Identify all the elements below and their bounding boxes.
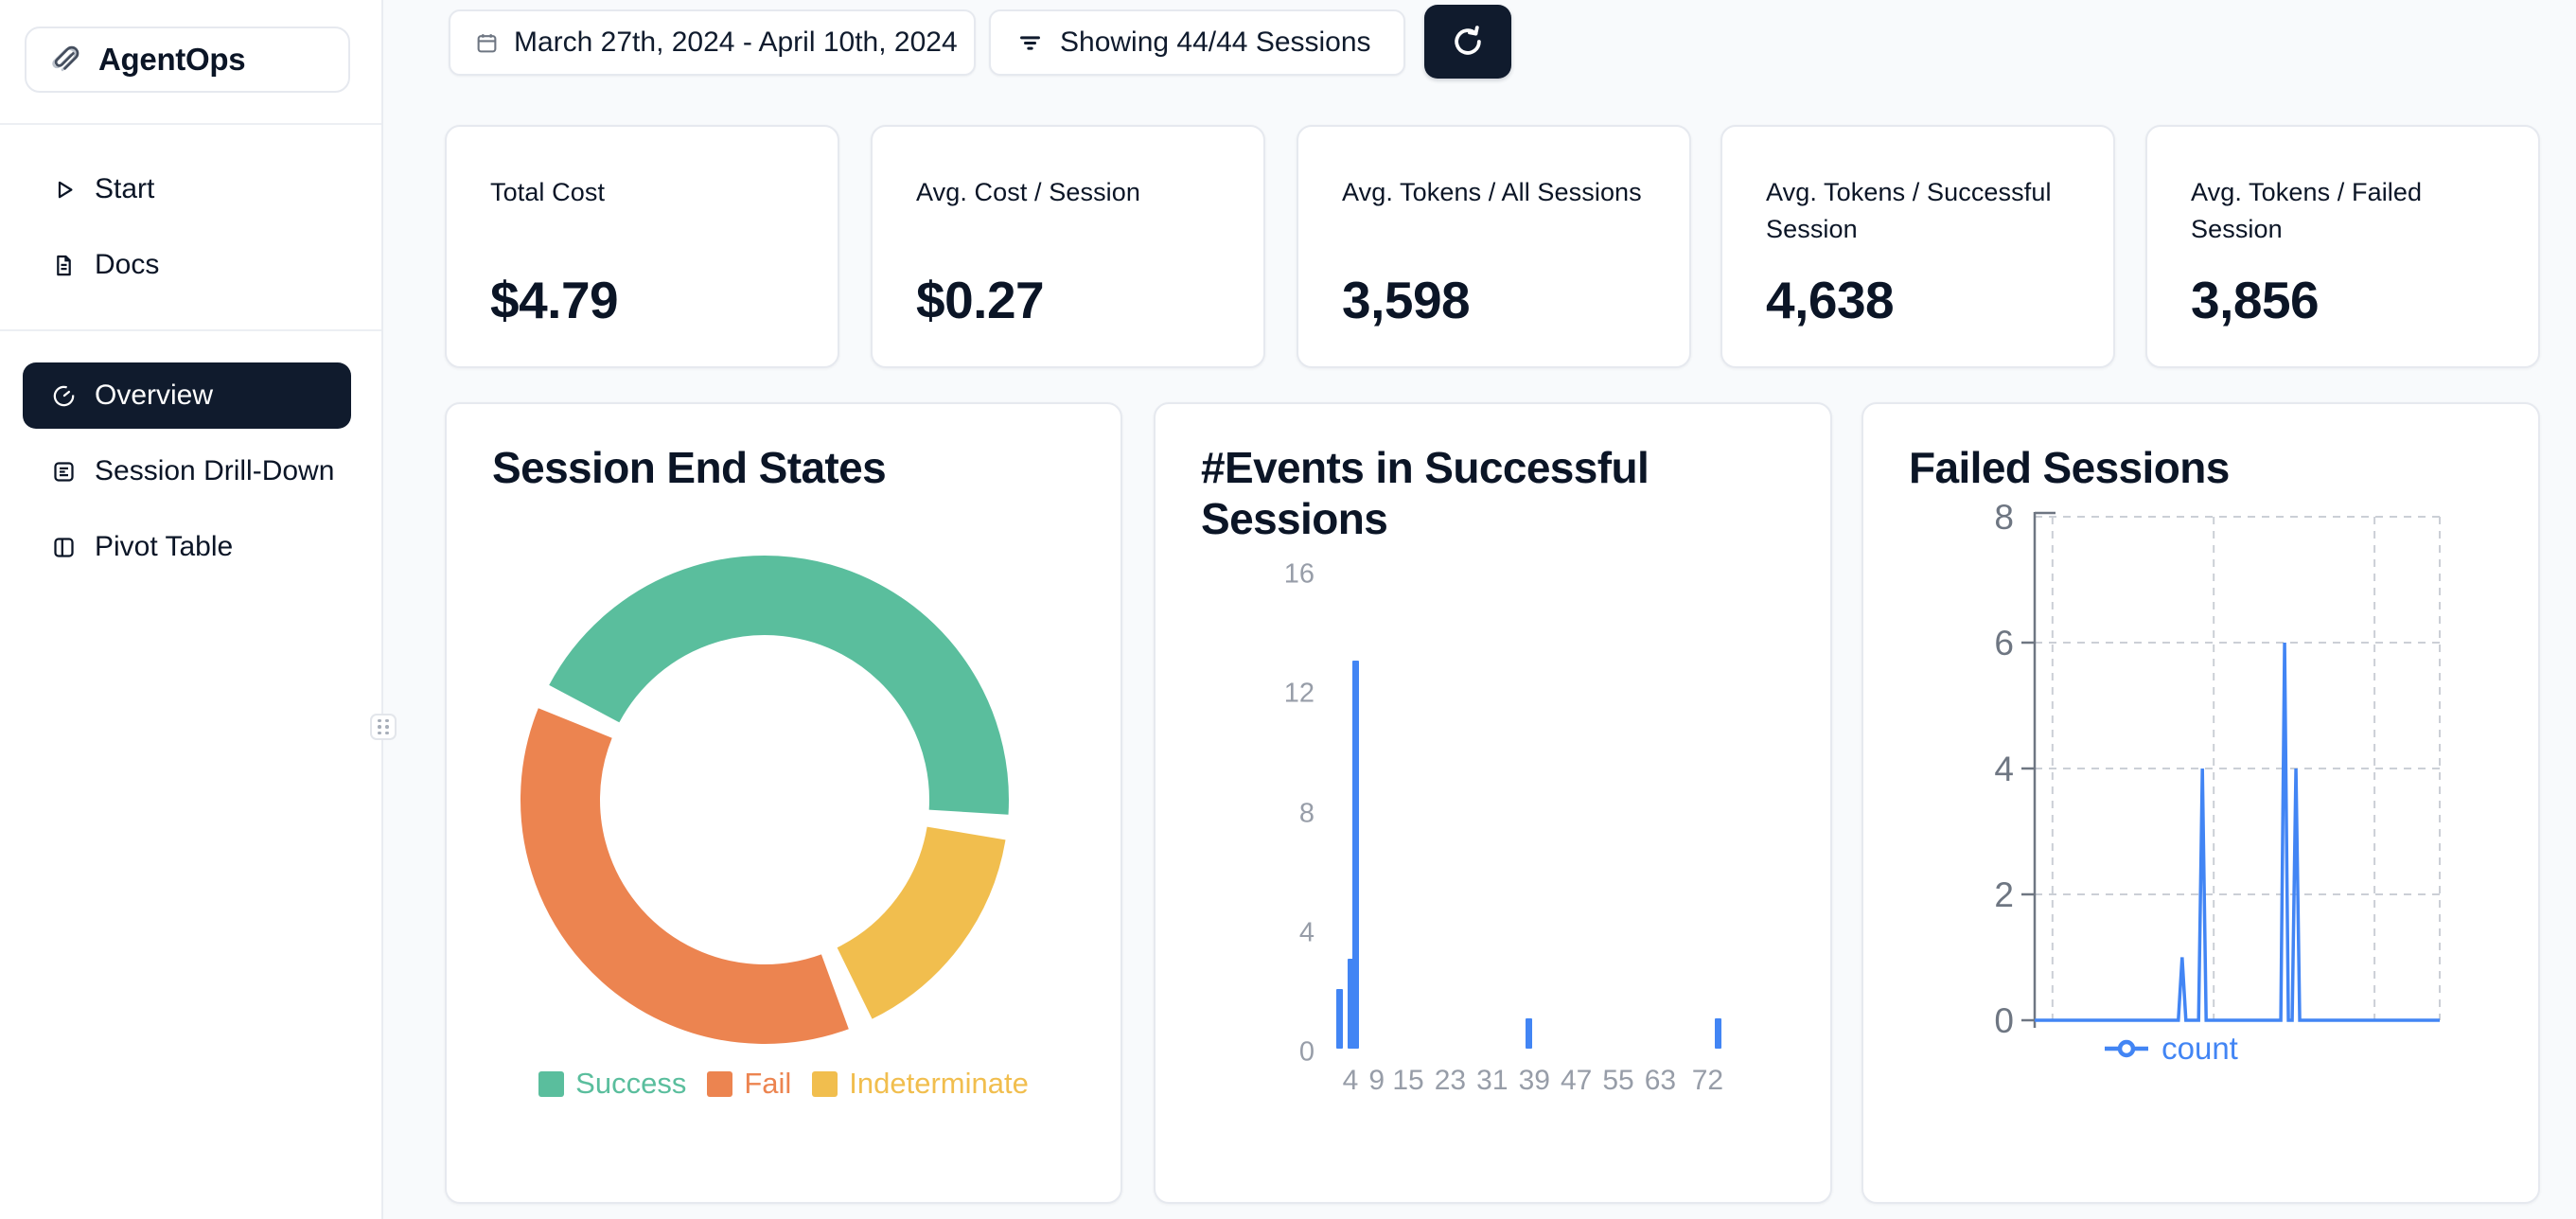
y-tick-label: 0: [1994, 1001, 2014, 1040]
sidebar-divider: [0, 329, 381, 331]
donut-legend: Success Fail Indeterminate: [447, 1067, 1120, 1101]
sidebar-item-label: Pivot Table: [95, 531, 234, 562]
grip-dots-icon: [378, 718, 389, 735]
count-legend-label: count: [2161, 1031, 2238, 1066]
sidebar-item-pivot-table[interactable]: Pivot Table: [23, 514, 351, 580]
sidebar-resize-handle[interactable]: [370, 714, 397, 740]
list-icon: [51, 459, 77, 485]
stat-value: 3,598: [1342, 271, 1471, 329]
stat-label: Avg. Tokens / Successful Session: [1766, 178, 2052, 244]
sidebar-item-session-drill-down[interactable]: Session Drill-Down: [23, 438, 351, 504]
legend-item-success[interactable]: Success: [538, 1067, 686, 1101]
x-tick-label: 15: [1392, 1065, 1424, 1096]
calendar-icon: [475, 31, 499, 55]
sidebar-item-docs[interactable]: Docs: [23, 232, 351, 298]
refresh-icon: [1450, 24, 1486, 60]
stat-value: 4,638: [1766, 271, 1895, 329]
y-tick-label: 6: [1994, 624, 2014, 662]
stat-card-avg-tokens-successful-session: Avg. Tokens / Successful Session 4,638: [1720, 125, 2115, 368]
x-tick-label: 63: [1644, 1065, 1677, 1096]
x-tick-label: 47: [1560, 1065, 1593, 1096]
app-logo[interactable]: AgentOps: [25, 26, 350, 93]
x-tick-label: 72: [1691, 1065, 1724, 1096]
filter-icon: [1017, 30, 1043, 56]
stat-card-total-cost: Total Cost $4.79: [445, 125, 839, 368]
y-tick-label: 0: [1298, 1036, 1314, 1068]
y-tick-label: 4: [1298, 917, 1314, 948]
agentops-paperclip-icon: [47, 42, 83, 78]
events-histogram-plot[interactable]: 0 4 8 12 16 4 9 15 23 31 39 47 55 63 72: [1156, 404, 1830, 1202]
session-end-states-donut[interactable]: [519, 554, 1011, 1046]
x-tick-label: 31: [1476, 1065, 1509, 1096]
sidebar-item-overview[interactable]: Overview: [23, 362, 351, 429]
sidebar-item-label: Session Drill-Down: [95, 455, 335, 486]
stat-card-avg-tokens-all-sessions: Avg. Tokens / All Sessions 3,598: [1297, 125, 1691, 368]
donut-segment-indeterminate[interactable]: [520, 556, 1009, 1044]
x-tick-label: 55: [1602, 1065, 1634, 1096]
stat-value: $0.27: [916, 271, 1045, 329]
x-tick-label: 4: [1342, 1065, 1359, 1096]
date-range-button[interactable]: March 27th, 2024 - April 10th, 2024: [449, 9, 976, 76]
chart-title-failed-sessions: Failed Sessions: [1909, 443, 2230, 492]
y-tick-label: 8: [1298, 798, 1314, 829]
failed-sessions-card: Failed Sessions 0 2 4 6 8 count: [1861, 402, 2540, 1204]
count-line[interactable]: [2035, 642, 2440, 1022]
refresh-button[interactable]: [1424, 5, 1511, 79]
stat-label: Avg. Tokens / All Sessions: [1342, 178, 1642, 206]
filter-button[interactable]: Showing 44/44 Sessions: [989, 9, 1405, 76]
y-tick-label: 4: [1994, 750, 2014, 788]
legend-item-fail[interactable]: Fail: [707, 1067, 791, 1101]
histogram-bar[interactable]: [1347, 959, 1354, 1049]
sidebar-item-label: Start: [95, 173, 155, 204]
filter-label: Showing 44/44 Sessions: [1060, 26, 1371, 58]
date-range-label: March 27th, 2024 - April 10th, 2024: [514, 26, 958, 58]
legend-swatch: [538, 1070, 565, 1097]
sidebar-divider: [0, 123, 381, 125]
legend-label: Fail: [744, 1067, 792, 1100]
chart-title-session-end-states: Session End States: [492, 443, 887, 492]
app-name: AgentOps: [98, 42, 246, 77]
sidebar: AgentOps Start Docs Overview Session Drill…: [0, 0, 383, 1219]
events-histogram-card: #Events in Successful Sessions 0 4 8 12 16 4 9…: [1154, 402, 1832, 1204]
histogram-bar[interactable]: [1336, 988, 1344, 1049]
stat-card-avg-tokens-failed-session: Avg. Tokens / Failed Session 3,856: [2145, 125, 2540, 368]
count-legend[interactable]: count: [1968, 1031, 2373, 1067]
stat-label: Total Cost: [490, 178, 606, 206]
y-tick-label: 16: [1283, 558, 1314, 590]
docs-icon: [51, 253, 77, 278]
chart-title-events: #Events in Successful Sessions: [1201, 443, 1650, 544]
y-tick-label: 8: [1994, 498, 2014, 537]
legend-swatch: [707, 1070, 733, 1097]
count-series-icon: [2104, 1037, 2149, 1060]
stat-label: Avg. Tokens / Failed Session: [2191, 178, 2423, 244]
legend-label: Indeterminate: [849, 1067, 1029, 1100]
stat-value: 3,856: [2191, 271, 2320, 329]
stat-value: $4.79: [490, 271, 619, 329]
y-tick-label: 2: [1994, 875, 2014, 914]
play-icon: [51, 177, 77, 203]
sidebar-item-start[interactable]: Start: [23, 156, 351, 222]
histogram-bar[interactable]: [1352, 660, 1360, 1049]
stat-card-avg-cost-session: Avg. Cost / Session $0.27: [871, 125, 1265, 368]
gauge-icon: [51, 383, 77, 409]
legend-item-indeterminate[interactable]: Indeterminate: [812, 1067, 1029, 1101]
legend-swatch: [812, 1070, 838, 1097]
legend-label: Success: [575, 1067, 687, 1100]
sidebar-item-label: Overview: [95, 380, 214, 411]
failed-sessions-plot[interactable]: 0 2 4 6 8: [1863, 404, 2538, 1202]
columns-icon: [51, 535, 77, 560]
histogram-bar[interactable]: [1715, 1018, 1721, 1049]
donut-segment-success[interactable]: [519, 554, 1011, 1046]
sidebar-item-label: Docs: [95, 249, 160, 280]
session-end-states-card: Session End States Success Fail Indetermin…: [445, 402, 1122, 1204]
y-tick-label: 12: [1283, 678, 1314, 709]
stat-label: Avg. Cost / Session: [916, 178, 1141, 206]
x-tick-label: 23: [1434, 1065, 1467, 1096]
histogram-bar[interactable]: [1526, 1018, 1533, 1049]
donut-segment-fail[interactable]: [519, 554, 1011, 1046]
x-tick-label: 9: [1368, 1065, 1385, 1096]
x-tick-label: 39: [1518, 1065, 1550, 1096]
